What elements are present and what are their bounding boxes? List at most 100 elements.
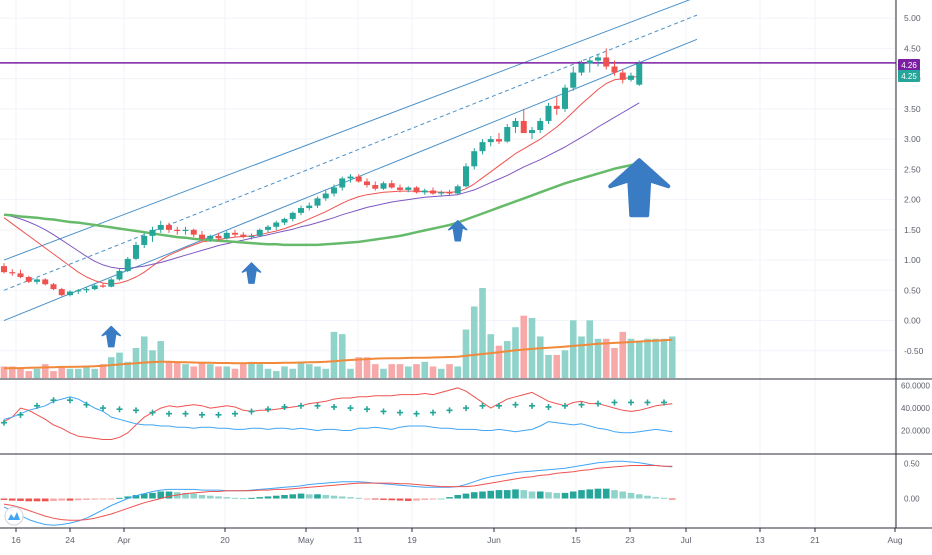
macd-histogram-bar — [536, 491, 544, 499]
candle-body — [322, 193, 329, 199]
volume-bar — [58, 366, 66, 378]
time-tick-label: Jun — [487, 535, 501, 545]
volume-bar — [239, 364, 247, 378]
volume-bar — [347, 368, 354, 378]
price-tick-label: 0.50 — [904, 285, 921, 295]
volume-bar — [363, 357, 371, 378]
candle-body — [611, 66, 618, 73]
ma-mid-line — [3, 102, 640, 269]
adx-cross-mark — [347, 405, 354, 412]
volume-bar — [8, 366, 16, 378]
candle-body — [562, 87, 568, 109]
macd-histogram-bar — [421, 498, 429, 500]
macd-histogram-bar — [281, 495, 288, 499]
macd-histogram-bar — [396, 498, 404, 501]
volume-bar — [281, 366, 288, 378]
volume-bar — [371, 364, 379, 378]
candle-body — [496, 139, 502, 142]
volume-bar — [91, 368, 99, 378]
macd-histogram-bar — [528, 491, 536, 499]
price-tick-label: 1.50 — [904, 225, 921, 235]
candle-body — [595, 57, 601, 61]
candle-body — [636, 63, 643, 85]
time-tick-label: May — [298, 535, 315, 545]
channel-middle-line — [3, 14, 698, 291]
candle-body — [207, 235, 214, 239]
volume-bar — [190, 366, 198, 378]
volume-bar — [380, 368, 387, 378]
time-tick-label: 20 — [220, 535, 230, 545]
macd-pane — [0, 460, 676, 526]
adx-cross-mark — [100, 405, 106, 412]
adx-cross-mark — [281, 403, 288, 410]
time-tick-label: Apr — [117, 535, 130, 545]
volume-bar — [660, 338, 668, 378]
adx-cross-mark — [149, 409, 156, 416]
candle-body — [421, 190, 428, 193]
candle-body — [265, 226, 271, 230]
adx-cross-mark — [562, 402, 568, 409]
macd-histogram-bar — [132, 495, 140, 499]
candle-body — [355, 176, 362, 182]
candle-body — [50, 284, 57, 290]
macd-histogram-bar — [644, 495, 651, 499]
candlesticks — [1, 48, 643, 297]
hline-price-label: 4.26 — [901, 61, 917, 70]
channel-upper-line — [3, 0, 691, 261]
macd-histogram-bar — [355, 497, 363, 499]
candle-body — [520, 120, 527, 134]
macd-histogram-bar — [17, 498, 24, 501]
macd-histogram-bar — [157, 491, 165, 499]
volume-bar — [314, 366, 321, 378]
candle-body — [578, 63, 585, 73]
volume-bar — [248, 361, 255, 378]
candle-body — [215, 235, 222, 239]
price-tick-label: 2.00 — [904, 195, 921, 205]
volume-bar — [83, 366, 90, 378]
time-tick-label: 23 — [625, 535, 635, 545]
candle-body — [83, 289, 90, 291]
adx-cross-mark — [298, 402, 304, 409]
adx-cross-mark — [611, 399, 618, 406]
volume-bar — [388, 364, 396, 378]
dmi-pane — [1, 387, 673, 440]
macd-histogram-bar — [553, 492, 561, 499]
tradingview-logo-icon[interactable] — [4, 506, 24, 526]
volume-bar — [157, 341, 165, 378]
up-arrow-icon — [241, 262, 262, 284]
volume-bar — [503, 341, 511, 378]
volume-bar — [338, 334, 346, 378]
time-tick-label: 15 — [571, 535, 581, 545]
volume-bar — [462, 329, 470, 378]
macd-histogram-bar — [0, 498, 8, 500]
volume-bar — [479, 288, 486, 378]
volume-bar — [124, 361, 132, 378]
candle-body — [529, 130, 535, 134]
adx-cross-mark — [83, 401, 90, 408]
adx-cross-mark — [529, 402, 535, 409]
macd-histogram-bar — [503, 490, 511, 499]
adx-cross-mark — [166, 410, 172, 417]
adx-cross-mark — [67, 397, 73, 404]
volume-bar — [272, 371, 280, 378]
volume-bar — [611, 348, 618, 378]
candle-body — [116, 270, 123, 280]
time-tick-label: 21 — [810, 535, 820, 545]
candle-body — [298, 208, 304, 213]
macd-macd-line — [3, 460, 673, 526]
candle-body — [397, 187, 403, 190]
dmi-plus-line — [3, 387, 673, 440]
macd-histogram-bar — [437, 498, 445, 500]
volume-bar — [437, 368, 445, 378]
candle-body — [314, 198, 321, 206]
annotation-arrows[interactable] — [101, 158, 671, 348]
up-arrow-icon — [101, 325, 121, 348]
grid-lines — [0, 0, 896, 528]
macd-histogram-bar — [140, 493, 148, 499]
volume-bar — [41, 364, 49, 378]
volume-bar — [578, 336, 585, 378]
candle-body — [628, 75, 634, 80]
macd-histogram-bar — [619, 491, 627, 499]
